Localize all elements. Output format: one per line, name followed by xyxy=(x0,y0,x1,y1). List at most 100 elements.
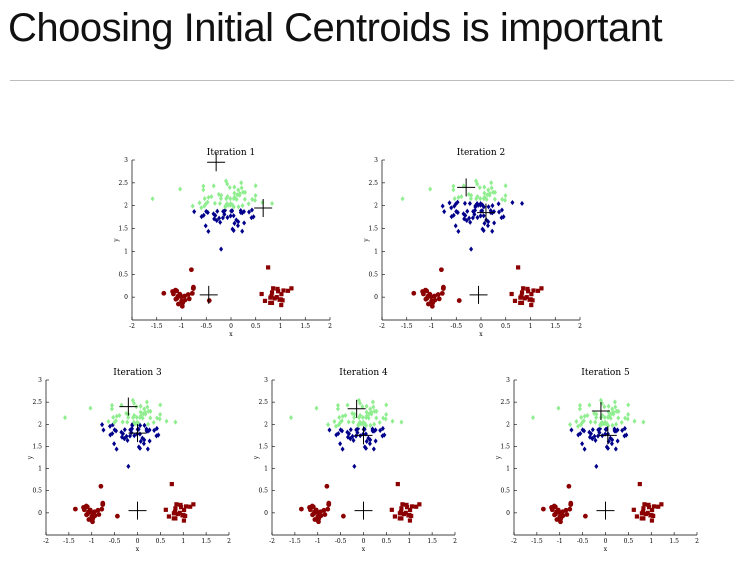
centroid-marker xyxy=(119,397,138,416)
x-tick-label: 2 xyxy=(578,323,582,330)
plot-title: Iteration 1 xyxy=(207,148,255,158)
iteration-1-plot: Iteration 1 -2 -1.5 -1 -0.5 0 0.5 1 1.5 2 0 0.5 1 1.5… xyxy=(113,148,332,338)
y-axis-label: y xyxy=(495,455,502,460)
data-point-cluster2 xyxy=(475,214,480,221)
data-point-cluster3 xyxy=(352,414,357,421)
data-point-cluster3 xyxy=(357,419,362,425)
data-point-cluster3 xyxy=(477,184,482,191)
data-point-cluster3 xyxy=(581,418,586,424)
data-point-cluster1 xyxy=(389,507,394,512)
centroid-marker xyxy=(457,178,476,197)
data-point-cluster3 xyxy=(482,194,487,200)
x-tick-label: 1 xyxy=(407,538,411,545)
data-point-cluster3 xyxy=(158,402,163,408)
y-tick-label: 2 xyxy=(38,421,42,428)
data-point-cluster3 xyxy=(390,418,395,424)
data-point-cluster1 xyxy=(519,290,525,295)
data-point-cluster3 xyxy=(228,196,233,202)
data-point-cluster3 xyxy=(594,414,599,421)
data-point-cluster3 xyxy=(335,402,340,408)
x-tick-label: 0 xyxy=(604,538,608,545)
data-point-cluster1 xyxy=(524,295,529,300)
data-point-cluster3 xyxy=(239,180,244,186)
data-point-cluster2 xyxy=(141,441,146,447)
data-point-cluster1 xyxy=(84,504,90,510)
data-point-cluster1 xyxy=(171,511,177,516)
y-tick-label: 2.5 xyxy=(258,399,268,406)
data-point-cluster1 xyxy=(86,517,92,522)
y-tick-label: 2 xyxy=(124,203,128,210)
x-tick-label: -1.5 xyxy=(151,323,163,330)
data-point-cluster2 xyxy=(467,200,472,207)
y-tick-label: 0.5 xyxy=(368,271,378,278)
data-point-cluster1 xyxy=(529,302,534,308)
data-point-cluster3 xyxy=(400,196,405,202)
x-tick-label: 1.5 xyxy=(427,538,437,545)
y-tick-label: 1.5 xyxy=(32,443,42,450)
data-point-cluster3 xyxy=(125,419,130,425)
data-point-cluster2 xyxy=(453,223,458,229)
centroid-marker xyxy=(476,203,495,222)
data-point-cluster1 xyxy=(175,293,181,299)
data-point-cluster2 xyxy=(592,433,597,439)
data-point-cluster2 xyxy=(580,427,585,433)
data-point-cluster3 xyxy=(568,422,573,428)
data-point-cluster3 xyxy=(135,419,140,425)
data-point-cluster2 xyxy=(192,209,197,215)
data-point-cluster2 xyxy=(378,427,383,433)
data-point-cluster3 xyxy=(578,422,583,428)
data-point-cluster3 xyxy=(609,411,614,417)
data-point-cluster2 xyxy=(497,209,502,215)
data-point-cluster3 xyxy=(148,415,153,421)
y-tick-label: 1 xyxy=(506,466,510,473)
data-point-cluster1 xyxy=(563,507,569,513)
data-point-cluster3 xyxy=(242,196,247,202)
data-point-cluster3 xyxy=(493,189,498,196)
data-point-cluster1 xyxy=(404,505,410,510)
data-point-cluster1 xyxy=(567,506,573,512)
data-point-cluster1 xyxy=(656,504,661,509)
data-point-cluster2 xyxy=(119,434,124,440)
data-point-cluster2 xyxy=(471,208,476,215)
y-tick-label: 1 xyxy=(264,466,268,473)
data-point-cluster3 xyxy=(361,419,366,425)
data-point-cluster2 xyxy=(452,203,457,209)
x-tick-label: 1.5 xyxy=(669,538,679,545)
data-point-cluster2 xyxy=(249,207,254,213)
data-point-cluster3 xyxy=(587,402,592,408)
data-point-cluster3 xyxy=(109,402,114,408)
data-point-cluster3 xyxy=(611,411,616,417)
data-point-cluster2 xyxy=(510,199,515,206)
data-point-cluster3 xyxy=(223,204,228,210)
data-point-cluster3 xyxy=(246,201,251,207)
data-point-cluster2 xyxy=(520,200,525,207)
data-point-cluster1 xyxy=(275,286,280,292)
data-point-cluster2 xyxy=(454,208,459,215)
data-point-cluster3 xyxy=(206,194,211,201)
data-point-cluster1 xyxy=(417,502,422,507)
y-tick-label: 2.5 xyxy=(500,399,510,406)
data-point-cluster2 xyxy=(100,422,105,428)
data-point-cluster3 xyxy=(224,178,229,184)
y-tick-label: 1 xyxy=(124,248,128,255)
data-point-cluster1 xyxy=(535,288,541,293)
data-point-cluster1 xyxy=(429,303,435,309)
data-point-cluster1 xyxy=(436,296,442,302)
centroid-marker xyxy=(128,424,147,443)
data-point-cluster2 xyxy=(363,445,368,451)
y-axis-label: y xyxy=(363,238,370,243)
centroid-marker xyxy=(354,426,373,445)
data-point-cluster1 xyxy=(279,302,284,308)
data-point-cluster2 xyxy=(485,223,490,229)
data-point-cluster1 xyxy=(174,288,180,294)
data-point-cluster1 xyxy=(539,286,544,291)
data-point-cluster2 xyxy=(355,426,360,432)
data-point-cluster2 xyxy=(249,215,254,221)
x-tick-label: 2 xyxy=(695,538,699,545)
data-point-cluster3 xyxy=(606,413,611,419)
y-tick-label: 0.5 xyxy=(258,488,268,495)
data-point-cluster3 xyxy=(613,404,618,410)
data-point-cluster2 xyxy=(112,441,117,447)
y-tick-label: 2 xyxy=(506,421,510,428)
x-tick-label: -1.5 xyxy=(531,538,543,545)
